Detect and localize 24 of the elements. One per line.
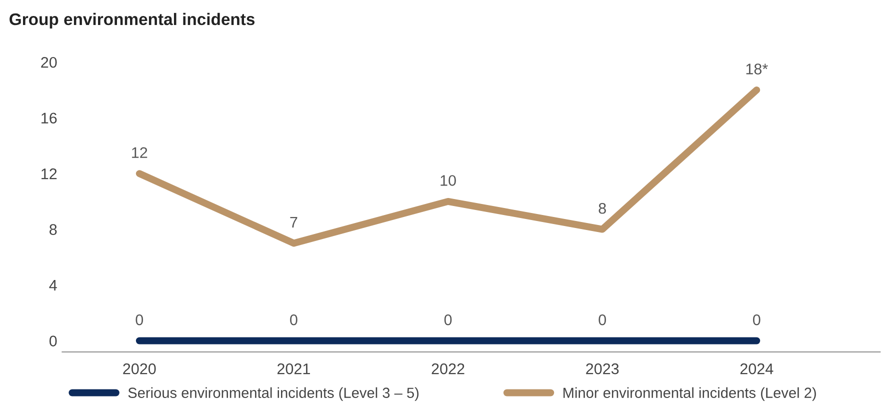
data-label: 0 <box>444 314 452 326</box>
y-tick-label: 4 <box>49 280 57 291</box>
data-label: 0 <box>136 314 144 326</box>
legend-label: Minor environmental incidents (Level 2) <box>564 387 816 401</box>
y-tick-label: 12 <box>42 168 57 180</box>
y-tick-label: 0 <box>49 336 57 346</box>
y-tick-label: 16 <box>42 112 57 124</box>
chart-title: Group environmental incidents <box>10 12 255 28</box>
x-tick-label: 2022 <box>432 363 464 374</box>
y-tick-label: 20 <box>41 56 57 68</box>
data-label: 10 <box>440 175 456 186</box>
data-label: 12 <box>132 147 148 158</box>
x-tick-label: 2023 <box>586 363 619 374</box>
data-label: 0 <box>598 314 606 326</box>
x-tick-label: 2021 <box>277 363 310 374</box>
data-label: 0 <box>753 314 760 326</box>
data-label: 7 <box>290 217 298 228</box>
y-tick-label: 8 <box>50 224 57 235</box>
x-tick-label: 2020 <box>123 363 156 374</box>
legend-label: Serious environmental incidents (Level 3 – 5) <box>128 387 419 401</box>
x-tick-label: 2024 <box>740 363 774 374</box>
data-label: 18* <box>746 64 768 74</box>
data-label: 0 <box>290 314 298 326</box>
data-label: 8 <box>598 202 606 214</box>
